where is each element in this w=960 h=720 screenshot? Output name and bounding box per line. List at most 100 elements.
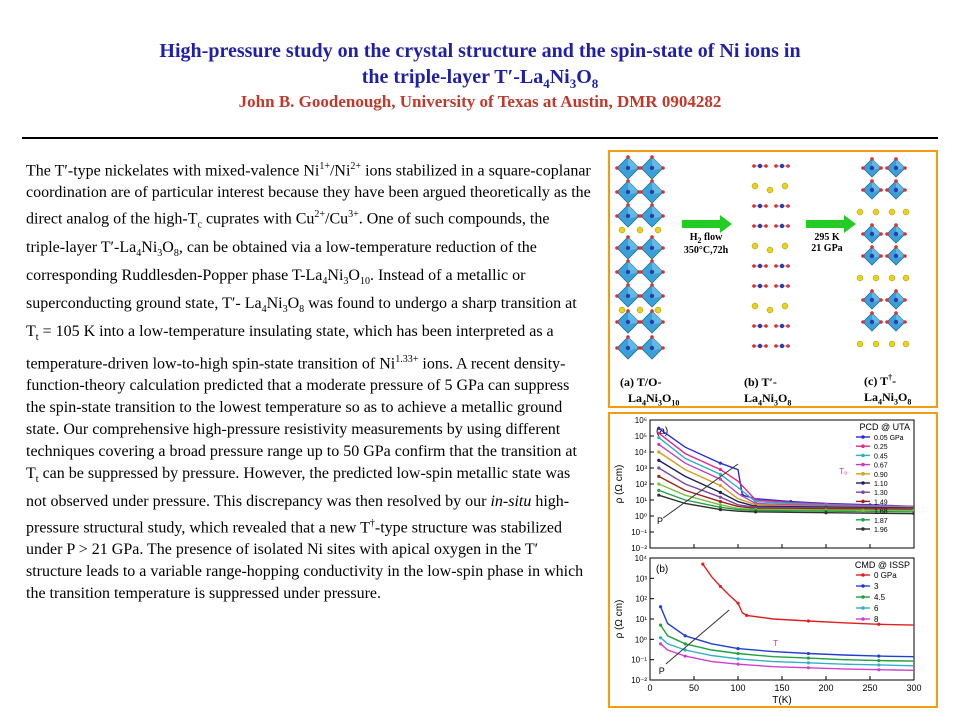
- octahedron: [615, 335, 641, 360]
- o-atom: [752, 284, 756, 288]
- la-atom: [618, 226, 626, 234]
- o-atom: [626, 335, 630, 339]
- x-tick-label: 100: [730, 683, 745, 693]
- ni-atom: [625, 213, 631, 219]
- ni-atom: [869, 231, 875, 237]
- legend-entry: 1.96: [874, 527, 888, 534]
- o-atom: [774, 284, 778, 288]
- ni-atom: [625, 319, 631, 325]
- o-atom: [650, 235, 654, 239]
- y-tick-label: 10²: [635, 480, 647, 489]
- o-atom: [661, 294, 665, 298]
- data-point: [824, 511, 828, 515]
- y-tick-label: 10⁻²: [631, 676, 647, 685]
- o-atom: [615, 166, 619, 170]
- o-atom: [661, 214, 665, 218]
- la-atom: [751, 302, 759, 310]
- o-atom: [650, 155, 654, 159]
- o-atom: [786, 344, 790, 348]
- data-point: [877, 663, 881, 667]
- o-atom: [626, 283, 630, 287]
- ni-atom: [869, 165, 875, 171]
- y-tick-label: 10²: [635, 595, 647, 604]
- arrow-2-label: 295 K 21 GPa: [811, 232, 843, 254]
- o-atom: [903, 254, 907, 258]
- o-atom: [615, 190, 619, 194]
- ni-atom: [649, 345, 655, 351]
- octahedron: [885, 179, 907, 200]
- o-atom: [639, 214, 643, 218]
- o-atom: [650, 259, 654, 263]
- octahedron-highlight: [628, 311, 639, 325]
- data-point: [657, 442, 661, 446]
- la-atom: [751, 242, 759, 250]
- ni-atom: [757, 323, 763, 329]
- o-atom: [894, 289, 898, 293]
- o-atom: [870, 289, 874, 293]
- data-point: [718, 505, 722, 509]
- octahedron-highlight: [652, 237, 663, 251]
- o-atom: [764, 324, 768, 328]
- octahedron: [639, 283, 665, 308]
- la-atom: [856, 208, 864, 216]
- data-point: [754, 510, 758, 514]
- octahedron: [885, 245, 907, 266]
- la-atom: [856, 340, 864, 348]
- data-point: [718, 467, 722, 472]
- legend-entry: 1.49: [874, 499, 888, 506]
- la-atom: [781, 242, 789, 250]
- data-point: [657, 435, 661, 440]
- ni-atom: [625, 165, 631, 171]
- y-tick-label: 10⁶: [635, 416, 647, 425]
- octahedron: [885, 223, 907, 244]
- o-atom: [752, 264, 756, 268]
- data-point: [718, 495, 722, 499]
- series-line-1: [659, 606, 914, 658]
- la-atom: [888, 208, 896, 216]
- legend-marker: [861, 606, 865, 610]
- o-atom: [861, 188, 865, 192]
- la-atom: [902, 208, 910, 216]
- o-atom: [894, 311, 898, 315]
- legend-entry: 1.10: [874, 481, 888, 488]
- la-atom: [872, 274, 880, 282]
- octahedron-highlight: [872, 291, 881, 303]
- x-tick-label: 300: [906, 683, 921, 693]
- o-atom: [894, 245, 898, 249]
- o-atom: [885, 320, 889, 324]
- data-point: [718, 461, 722, 465]
- y-tick-label: 10¹: [635, 496, 647, 505]
- x-tick-label: 200: [818, 683, 833, 693]
- o-atom: [894, 157, 898, 161]
- x-tick-label: 150: [774, 683, 789, 693]
- ni-atom: [625, 189, 631, 195]
- octahedron: [615, 283, 641, 308]
- octahedron: [615, 259, 641, 284]
- y-tick-label: 10⁻²: [631, 544, 647, 553]
- la-atom: [751, 182, 759, 190]
- legend-entry: 0.25: [874, 444, 888, 451]
- o-atom: [786, 284, 790, 288]
- ni-atom: [649, 189, 655, 195]
- la-atom: [636, 226, 644, 234]
- arrow-icon: [682, 215, 732, 233]
- legend-entry: 0.67: [874, 463, 888, 470]
- annotation-T: T₀: [839, 467, 847, 476]
- octahedron-highlight: [652, 205, 663, 219]
- o-atom: [786, 324, 790, 328]
- octahedron-highlight: [628, 337, 639, 351]
- series-line-2: [660, 624, 914, 662]
- octahedron: [861, 179, 883, 200]
- data-point: [718, 477, 722, 481]
- data-point: [683, 634, 687, 638]
- series-line-3: [660, 637, 914, 667]
- o-atom: [870, 157, 874, 161]
- legend-marker: [861, 595, 865, 599]
- legend-entry: 0.05 GPa: [874, 435, 904, 442]
- o-atom: [639, 166, 643, 170]
- octahedron-highlight: [628, 237, 639, 251]
- o-atom: [639, 246, 643, 250]
- la-atom: [766, 186, 774, 194]
- ni-atom: [779, 283, 785, 289]
